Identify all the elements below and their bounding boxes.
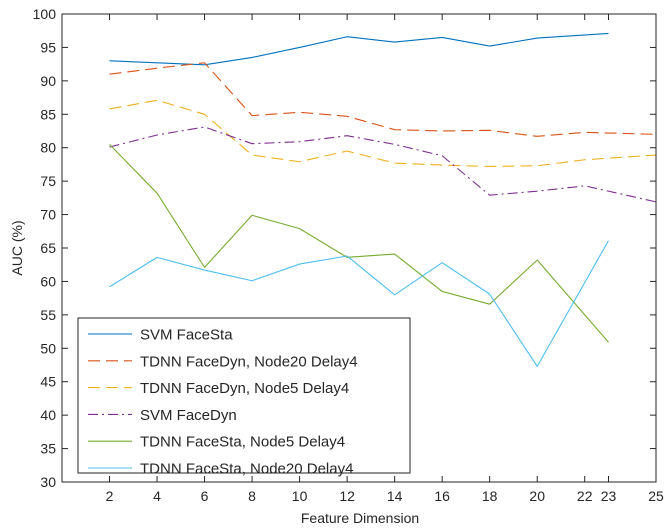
series-line-5 [109, 143, 609, 343]
legend-label-4: SVM FaceDyn [140, 407, 237, 424]
legend-label-3: TDNN FaceDyn, Node5 Delay4 [140, 380, 349, 397]
y-tick-label: 90 [40, 73, 56, 89]
y-tick-label: 75 [40, 173, 56, 189]
x-tick-label: 8 [248, 488, 256, 504]
y-tick-label: 40 [40, 407, 56, 423]
x-tick-label: 10 [292, 488, 308, 504]
x-tick-label: 12 [339, 488, 355, 504]
series-line-1 [109, 32, 609, 66]
series-layer [109, 32, 657, 367]
series-line-6 [109, 240, 609, 367]
y-tick-label: 100 [33, 6, 57, 22]
x-tick-label: 6 [201, 488, 209, 504]
y-tick-label: 35 [40, 441, 56, 457]
x-tick-label: 2 [106, 488, 114, 504]
y-tick-label: 80 [40, 140, 56, 156]
x-tick-label: 20 [529, 488, 545, 504]
tick-labels: 2 4 6 8 10 12 14 16 18 20 22 23 25 30 35 40 45 50 55 60 65 70… [33, 6, 664, 504]
y-tick-label: 70 [40, 207, 56, 223]
series-line-2 [109, 62, 657, 137]
legend-label-2: TDNN FaceDyn, Node20 Delay4 [140, 353, 358, 370]
axes-layer [61, 13, 657, 483]
y-tick-label: 45 [40, 374, 56, 390]
legend-label-6: TDNN FaceSta, Node20 Delay4 [140, 461, 353, 478]
y-tick-label: 50 [40, 340, 56, 356]
y-tick-label: 95 [40, 39, 56, 55]
series-line-4 [109, 126, 657, 203]
x-tick-label: 16 [434, 488, 450, 504]
x-tick-label: 22 [577, 488, 593, 504]
y-tick-label: 55 [40, 307, 56, 323]
x-tick-label: 18 [482, 488, 498, 504]
x-tick-label: 14 [387, 488, 403, 504]
legend: SVM FaceSta TDNN FaceDyn, Node20 Delay4 TD… [77, 317, 411, 478]
x-axis-title: Feature Dimension [301, 510, 419, 526]
y-tick-label: 60 [40, 273, 56, 289]
y-tick-label: 65 [40, 240, 56, 256]
legend-label-5: TDNN FaceSta, Node5 Delay4 [140, 434, 345, 451]
x-tick-label: 23 [601, 488, 617, 504]
x-tick-label: 25 [648, 488, 664, 504]
y-axis-title: AUC (%) [9, 220, 25, 275]
y-tick-label: 30 [40, 474, 56, 490]
legend-box [77, 317, 411, 474]
legend-label-1: SVM FaceSta [140, 327, 233, 344]
y-tick-label: 85 [40, 106, 56, 122]
series-line-3 [109, 99, 657, 167]
x-tick-label: 4 [153, 488, 161, 504]
